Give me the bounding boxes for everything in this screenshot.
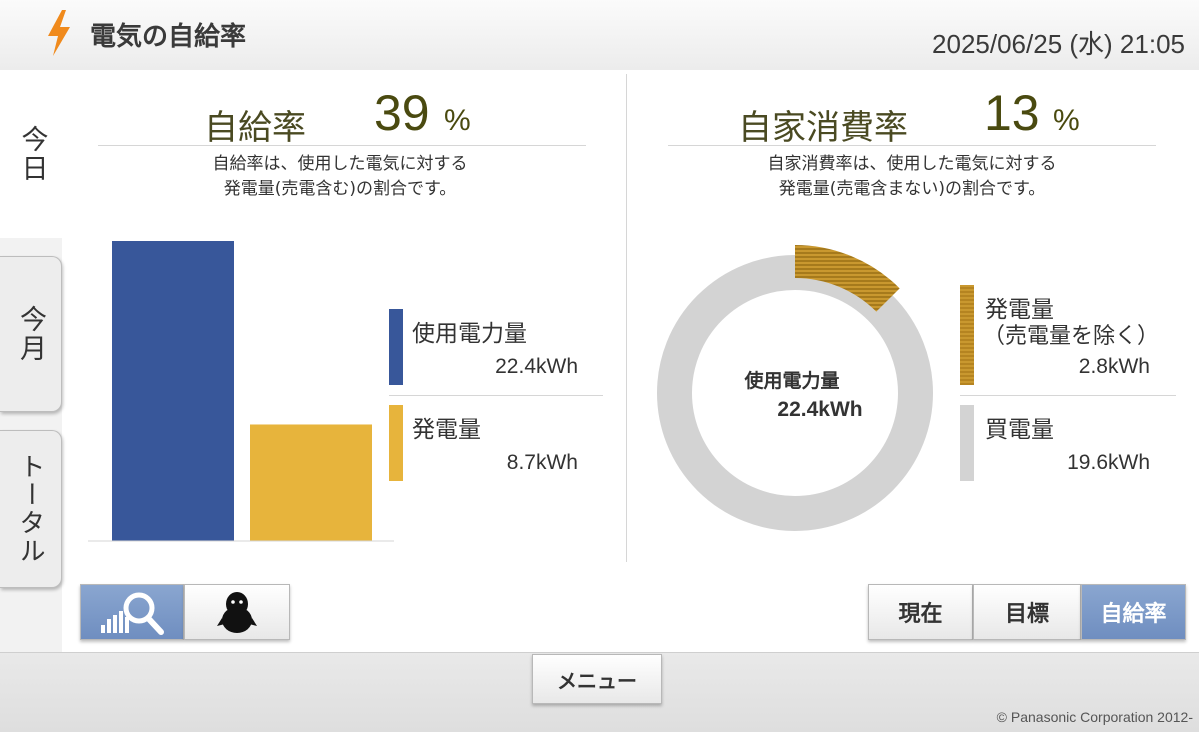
- tab-this-month[interactable]: 今月: [0, 256, 62, 412]
- legend-generation-swatch: [389, 405, 403, 481]
- self-sufficiency-description-line1: 自給率は、使用した電気に対する: [212, 154, 468, 174]
- tab-total[interactable]: トータル: [0, 430, 62, 588]
- self-sufficiency-button[interactable]: 自給率: [1081, 584, 1186, 640]
- penguin-button[interactable]: [184, 584, 290, 640]
- donut-center-value: 22.4kWh: [777, 398, 863, 421]
- legend-purchase-label: 買電量: [985, 417, 1054, 443]
- graph-search-icon: [101, 592, 164, 635]
- legend-generation-value: 8.7kWh: [506, 451, 578, 474]
- header: 電気の自給率 2025/06/25 (水) 21:05: [0, 0, 1199, 70]
- self-consumption-label: 自家消費率: [738, 108, 908, 148]
- self-sufficiency-value: 39: [374, 85, 430, 141]
- graph-search-button[interactable]: [80, 584, 184, 640]
- target-button-label: 目標: [1004, 602, 1049, 627]
- legend-self-generation-swatch: [960, 285, 974, 385]
- self-consumption-rule: [668, 145, 1156, 146]
- page-title: 電気の自給率: [90, 22, 247, 52]
- datetime: 2025/06/25 (水) 21:05: [932, 29, 1185, 59]
- legend-usage-value: 22.4kWh: [495, 355, 578, 378]
- legend-right-divider: [960, 395, 1176, 396]
- self-consumption-description: 自家消費率は、使用した電気に対する 発電量(売電含まない)の割合です。: [702, 152, 1122, 202]
- usage-generation-bar-chart: [88, 241, 394, 542]
- bar-generation: [250, 424, 372, 541]
- self-consumption-description-line2: 発電量(売電含まない)の割合です。: [778, 179, 1046, 199]
- self-sufficiency-description: 自給率は、使用した電気に対する 発電量(売電含む)の割合です。: [130, 152, 550, 202]
- copyright: © Panasonic Corporation 2012-: [996, 709, 1193, 725]
- section-divider: [626, 74, 627, 562]
- self-sufficiency-label: 自給率: [204, 108, 306, 148]
- legend-self-generation-label: 発電量: [985, 297, 1054, 323]
- self-consumption-value: 13: [984, 85, 1040, 141]
- penguin-icon: [217, 592, 257, 633]
- legend-usage-swatch: [389, 309, 403, 385]
- donut-center-label: 使用電力量: [744, 370, 840, 392]
- legend-purchase-swatch: [960, 405, 974, 481]
- self-sufficiency-button-label: 自給率: [1100, 602, 1167, 627]
- self-consumption-unit: %: [1053, 104, 1080, 137]
- self-sufficiency-rule: [98, 145, 586, 146]
- legend-purchase-value: 19.6kWh: [1067, 451, 1150, 474]
- current-button-label: 現在: [898, 602, 943, 627]
- target-button[interactable]: 目標: [973, 584, 1081, 640]
- menu-button[interactable]: メニュー: [532, 654, 662, 704]
- menu-button-label: メニュー: [557, 668, 637, 693]
- legend-divider: [389, 395, 603, 396]
- current-button[interactable]: 現在: [868, 584, 973, 640]
- main-panel: [62, 70, 1199, 652]
- lightning-icon: [48, 10, 70, 56]
- self-consumption-donut-chart: [657, 245, 933, 531]
- self-sufficiency-unit: %: [444, 104, 471, 137]
- legend-self-generation-sublabel: （売電量を除く）: [983, 324, 1160, 349]
- self-consumption-description-line1: 自家消費率は、使用した電気に対する: [767, 154, 1057, 174]
- tab-this-month-label: 今月: [15, 305, 46, 363]
- legend-self-generation-value: 2.8kWh: [1078, 355, 1150, 378]
- tab-total-label: トータル: [15, 453, 45, 565]
- legend-generation-label: 発電量: [412, 417, 481, 443]
- tab-today-label: 今日: [16, 125, 48, 183]
- legend-usage-label: 使用電力量: [412, 321, 527, 347]
- donut-slice-self-generation: [795, 245, 900, 312]
- bar-usage: [112, 241, 234, 541]
- self-sufficiency-description-line2: 発電量(売電含む)の割合です。: [223, 179, 457, 199]
- tab-today[interactable]: 今日: [0, 70, 64, 238]
